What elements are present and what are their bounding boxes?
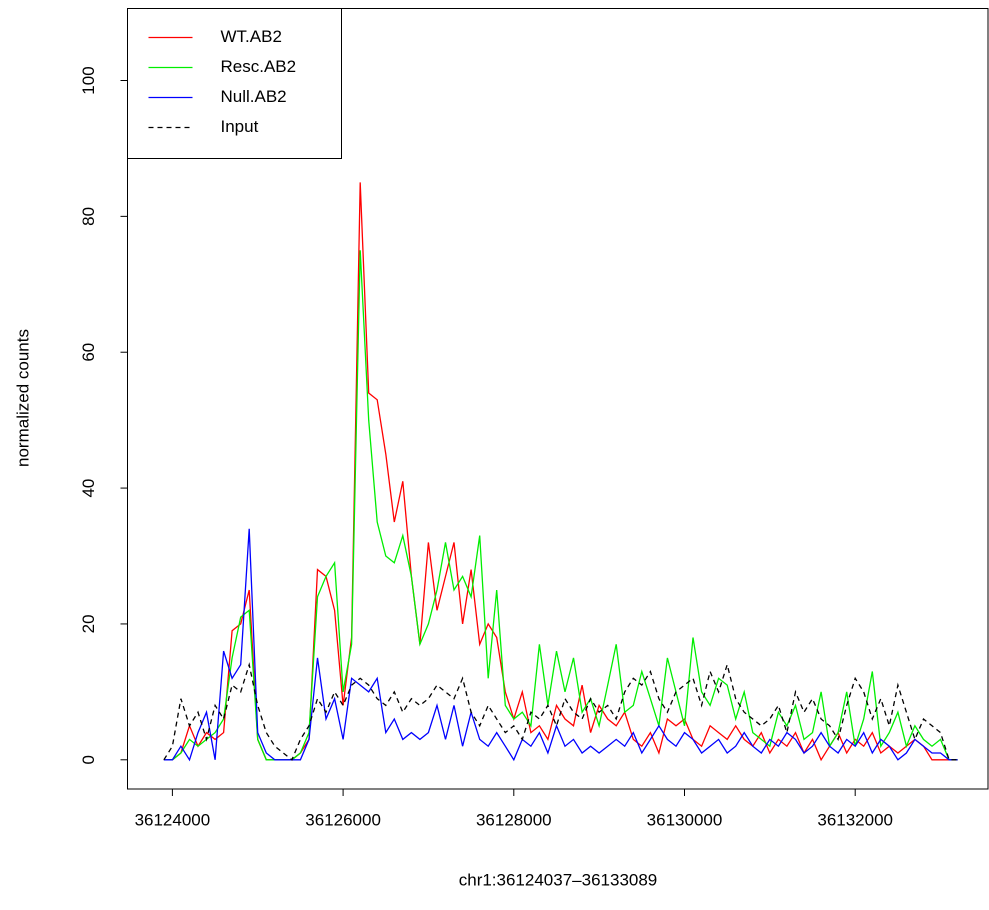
x-tick-label: 36132000 [817,810,893,829]
legend-label: WT.AB2 [221,27,282,46]
y-tick-label: 20 [79,614,98,633]
x-tick-label: 36130000 [647,810,723,829]
x-tick-label: 36124000 [135,810,211,829]
legend-box [127,8,342,159]
series-line [163,528,958,762]
y-axis-label: normalized counts [13,329,32,467]
y-tick-label: 40 [79,479,98,498]
y-tick-label: 0 [79,755,98,764]
legend-label: Null.AB2 [221,87,287,106]
y-tick-label: 60 [79,343,98,362]
y-tick-label: 100 [79,66,98,94]
legend-label: Input [221,117,259,136]
plot-box [127,8,989,790]
legend-label: Resc.AB2 [221,57,297,76]
series-line [163,250,958,761]
x-tick-label: 36126000 [305,810,381,829]
y-tick-label: 80 [79,207,98,226]
series-line [163,662,958,761]
x-tick-label: 36128000 [476,810,552,829]
x-axis-label: chr1:36124037–36133089 [459,870,658,889]
